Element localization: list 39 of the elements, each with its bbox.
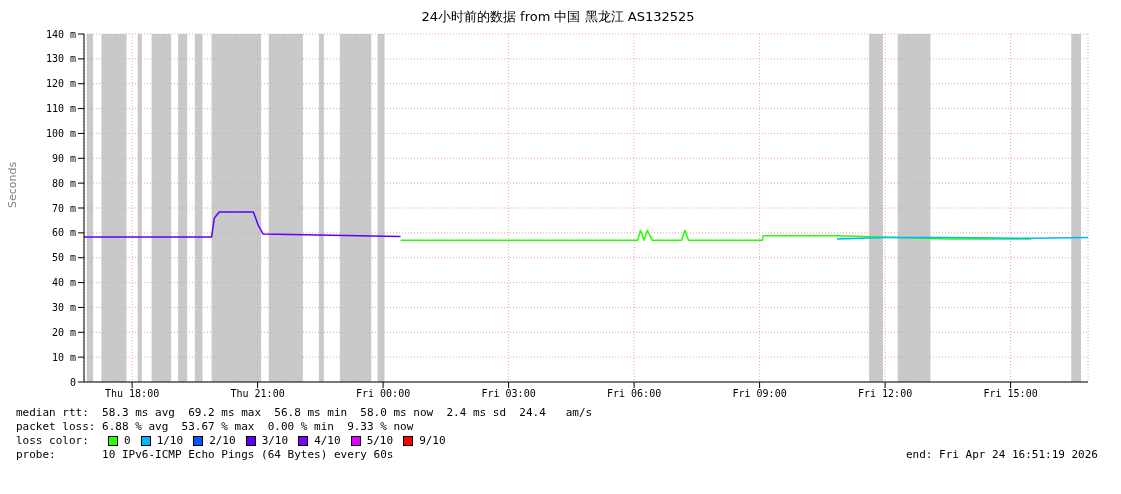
y-tick-label: 80 m	[51, 177, 76, 189]
y-tick-label: 90 m	[51, 152, 76, 164]
x-tick-label: Fri 12:00	[858, 388, 913, 400]
y-tick-label: 60 m	[51, 227, 76, 239]
x-tick-label: Fri 06:00	[607, 388, 662, 400]
y-tick-label: 40 m	[51, 277, 76, 289]
y-tick-label: 10 m	[51, 351, 76, 363]
text: packet loss: 6.88 % avg 53.67 % max 0.00 % min 9.33 % now	[16, 420, 415, 434]
y-tick-label: 70 m	[51, 202, 76, 214]
chart-title: 24小时前的数据 from 中国 黑龙江 AS132525	[420, 8, 696, 26]
y-tick-label: 0	[69, 376, 76, 388]
y-tick-label: 140 m	[45, 28, 76, 40]
y-tick-label: 110 m	[45, 103, 76, 115]
legend-label: 3/10	[260, 434, 289, 448]
line-series	[399, 229, 1033, 242]
y-axis-title: Seconds	[5, 161, 19, 208]
x-tick-label: Fri 03:00	[481, 388, 536, 400]
y-tick-label: 20 m	[51, 326, 76, 338]
x-tick-label: Thu 21:00	[230, 388, 285, 400]
y-tick-label: 130 m	[45, 53, 76, 65]
x-tick-label: Fri 00:00	[356, 388, 411, 400]
line-series	[84, 211, 402, 238]
legend-label: 1/10	[155, 434, 184, 448]
legend-label: 4/10	[313, 434, 341, 448]
y-tick-label: 30 m	[51, 301, 76, 313]
y-tick-label: 120 m	[45, 78, 76, 90]
legend-label: 9/10	[418, 434, 446, 448]
x-tick-label: Thu 18:00	[105, 388, 160, 400]
text: median rtt: 58.3 ms avg 69.2 ms max 56.8 ms min 58.0 ms now 2.4 ms sd 24.4 am/s	[16, 406, 594, 420]
x-tick-label: Fri 15:00	[983, 388, 1038, 400]
y-tick-label: 50 m	[51, 252, 76, 264]
text: end: Fri Apr 24 16:51:19 2026	[905, 448, 1098, 462]
y-tick-label: 100 m	[45, 127, 76, 139]
legend-label: 0	[123, 434, 131, 448]
legend-title: loss color:	[16, 434, 90, 448]
x-tick-label: Fri 09:00	[732, 388, 787, 400]
legend-label: 2/10	[208, 434, 236, 448]
text: probe: 10 IPv6-ICMP Echo Pings (64 Bytes) every 60s	[16, 448, 394, 462]
legend-label: 5/10	[365, 434, 394, 448]
